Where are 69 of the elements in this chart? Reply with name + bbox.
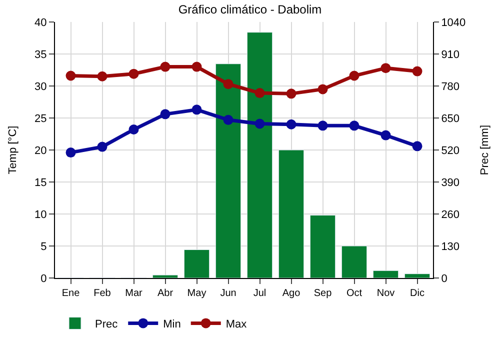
x-tick-label: Jun [220, 288, 236, 299]
chart-title: Gráfico climático - Dabolim [178, 2, 322, 17]
x-tick-label: Abr [157, 288, 174, 299]
y2-tick-label: 0 [441, 272, 448, 285]
bar [372, 270, 399, 278]
point [66, 70, 76, 81]
y2-tick-label: 260 [441, 208, 460, 221]
point [412, 66, 422, 76]
x-tick-label: Ago [282, 288, 301, 299]
y2-tick-label: 650 [441, 112, 460, 125]
y-tick-label: 20 [34, 144, 47, 157]
point [223, 79, 234, 90]
bar [215, 64, 242, 278]
y-tick-label: 10 [34, 208, 47, 221]
point [349, 120, 360, 131]
bar [246, 32, 273, 278]
y-tick-label: 30 [34, 80, 47, 93]
x-tick-label: Dic [410, 288, 424, 299]
point [254, 88, 265, 98]
x-tick-label: Nov [376, 288, 395, 299]
y-tick-label: 35 [34, 48, 47, 61]
bar [152, 274, 178, 278]
point [380, 63, 391, 74]
x-tick-label: Ene [62, 288, 80, 299]
y-tick-label: 15 [34, 176, 47, 189]
x-tick-label: Jul [253, 288, 266, 299]
y2-tick-label: 520 [441, 144, 460, 157]
bar [310, 214, 336, 278]
y-tick-label: 25 [34, 112, 47, 125]
x-tick-label: Feb [94, 288, 112, 299]
x-tick-label: Sep [314, 288, 332, 299]
x-tick-label: Mar [125, 288, 144, 299]
legend-label: Max [226, 318, 248, 331]
point [160, 62, 170, 72]
point [192, 62, 202, 72]
bar [404, 274, 430, 278]
point [66, 148, 76, 158]
legend-label: Prec [95, 318, 118, 331]
point [286, 119, 296, 130]
point [349, 70, 360, 81]
y2-tick-label: 910 [441, 48, 460, 61]
point [192, 104, 202, 115]
legend-label: Min [163, 318, 181, 331]
point [97, 71, 108, 82]
point [97, 142, 108, 152]
y-tick-label: 0 [40, 272, 47, 285]
point [223, 114, 234, 125]
y-axis-title: Temp [°C] [7, 126, 20, 174]
bar [278, 150, 304, 278]
point [160, 109, 170, 120]
y2-tick-label: 390 [441, 176, 460, 189]
point [318, 120, 328, 131]
point [286, 88, 296, 99]
point [128, 68, 139, 79]
point [380, 130, 391, 140]
point [412, 141, 422, 152]
y2-axis-title: Prec [mm] [478, 124, 491, 176]
y-tick-label: 40 [34, 16, 47, 29]
point [254, 118, 265, 129]
point [318, 84, 328, 94]
y-tick-label: 5 [40, 240, 47, 253]
y2-tick-label: 1040 [441, 16, 466, 29]
x-tick-label: Oct [346, 288, 362, 299]
y2-tick-label: 130 [441, 240, 460, 253]
y2-tick-label: 780 [441, 80, 460, 93]
point [128, 124, 139, 135]
bar [184, 249, 210, 278]
bar [341, 246, 368, 278]
x-tick-label: May [187, 288, 206, 299]
